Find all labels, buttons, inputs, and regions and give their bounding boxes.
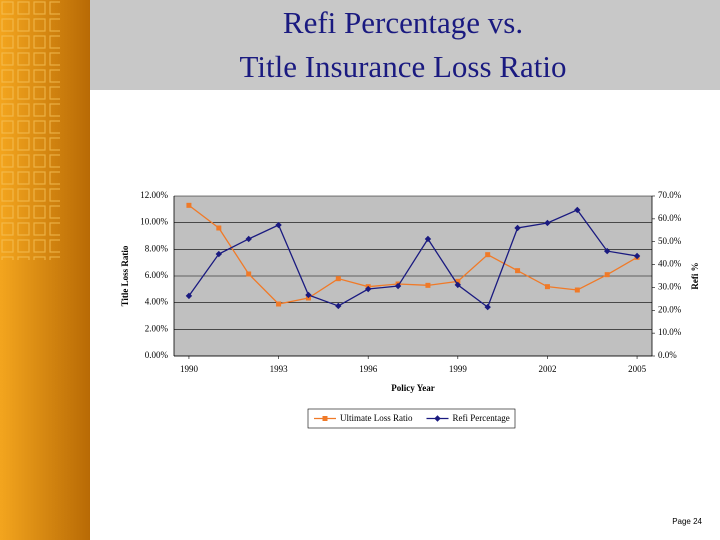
- page-number: Page 24: [672, 517, 702, 526]
- point: [574, 287, 580, 293]
- point: [515, 268, 521, 274]
- y2-tick-label: 20.0%: [658, 304, 682, 314]
- slide-title: Refi Percentage vs.: [283, 5, 523, 40]
- y2-axis-title: Refi %: [690, 262, 700, 289]
- series-line: [188, 209, 638, 309]
- y-tick-label: 10.00%: [140, 217, 168, 227]
- x-axis-title: Policy Year: [391, 383, 434, 393]
- y2-tick-label: 30.0%: [658, 281, 682, 291]
- point: [603, 247, 611, 255]
- point: [305, 291, 312, 299]
- legend-label: Ultimate Loss Ratio: [340, 413, 413, 423]
- x-tick-label: 2002: [538, 364, 556, 374]
- y2-tick-label: 10.0%: [658, 327, 682, 337]
- y2-tick-label: 50.0%: [658, 236, 682, 246]
- x-tick-label: 1996: [359, 364, 378, 374]
- point: [364, 285, 372, 293]
- y-tick-label: 8.00%: [145, 243, 169, 253]
- point: [275, 221, 282, 229]
- point: [186, 202, 192, 208]
- side-pattern: [0, 0, 60, 260]
- point: [514, 224, 521, 232]
- point: [544, 219, 551, 227]
- point: [215, 250, 223, 258]
- point: [544, 284, 550, 290]
- y2-tick-label: 70.0%: [658, 190, 682, 200]
- point: [485, 252, 491, 258]
- y2-tick-label: 60.0%: [658, 213, 682, 223]
- point: [574, 206, 581, 214]
- point: [633, 252, 641, 260]
- point: [246, 271, 252, 277]
- slide-title: Title Insurance Loss Ratio: [240, 49, 567, 84]
- point: [335, 276, 341, 282]
- point: [276, 301, 282, 307]
- point: [335, 302, 342, 310]
- point: [425, 282, 431, 288]
- y-tick-label: 2.00%: [145, 323, 169, 333]
- y2-tick-label: 0.0%: [658, 350, 677, 360]
- point: [245, 235, 252, 243]
- y-tick-label: 6.00%: [145, 270, 169, 280]
- point: [185, 292, 193, 300]
- point: [322, 416, 328, 421]
- x-tick-label: 2005: [628, 364, 647, 374]
- point: [216, 225, 222, 231]
- y-tick-label: 0.00%: [145, 350, 169, 360]
- point: [454, 281, 462, 289]
- y-axis-title: Title Loss Ratio: [120, 245, 130, 306]
- x-tick-label: 1999: [449, 364, 468, 374]
- x-tick-label: 1990: [180, 364, 199, 374]
- series-line: [188, 204, 638, 305]
- point: [604, 272, 610, 278]
- point: [394, 282, 402, 290]
- x-tick-label: 1993: [270, 364, 289, 374]
- legend: [307, 408, 516, 429]
- legend-label: Refi Percentage: [453, 413, 510, 423]
- title-band: [90, 0, 720, 90]
- y-tick-label: 12.00%: [140, 190, 168, 200]
- point: [455, 278, 461, 284]
- point: [424, 235, 432, 243]
- y-tick-label: 4.00%: [145, 297, 169, 307]
- point: [484, 303, 491, 311]
- y2-tick-label: 40.0%: [658, 259, 682, 269]
- chart: 0.00% 2.00% 4.00% 6.00% 8.00% 10.00% 12.00% 0.0…: [120, 190, 700, 429]
- point: [434, 415, 441, 422]
